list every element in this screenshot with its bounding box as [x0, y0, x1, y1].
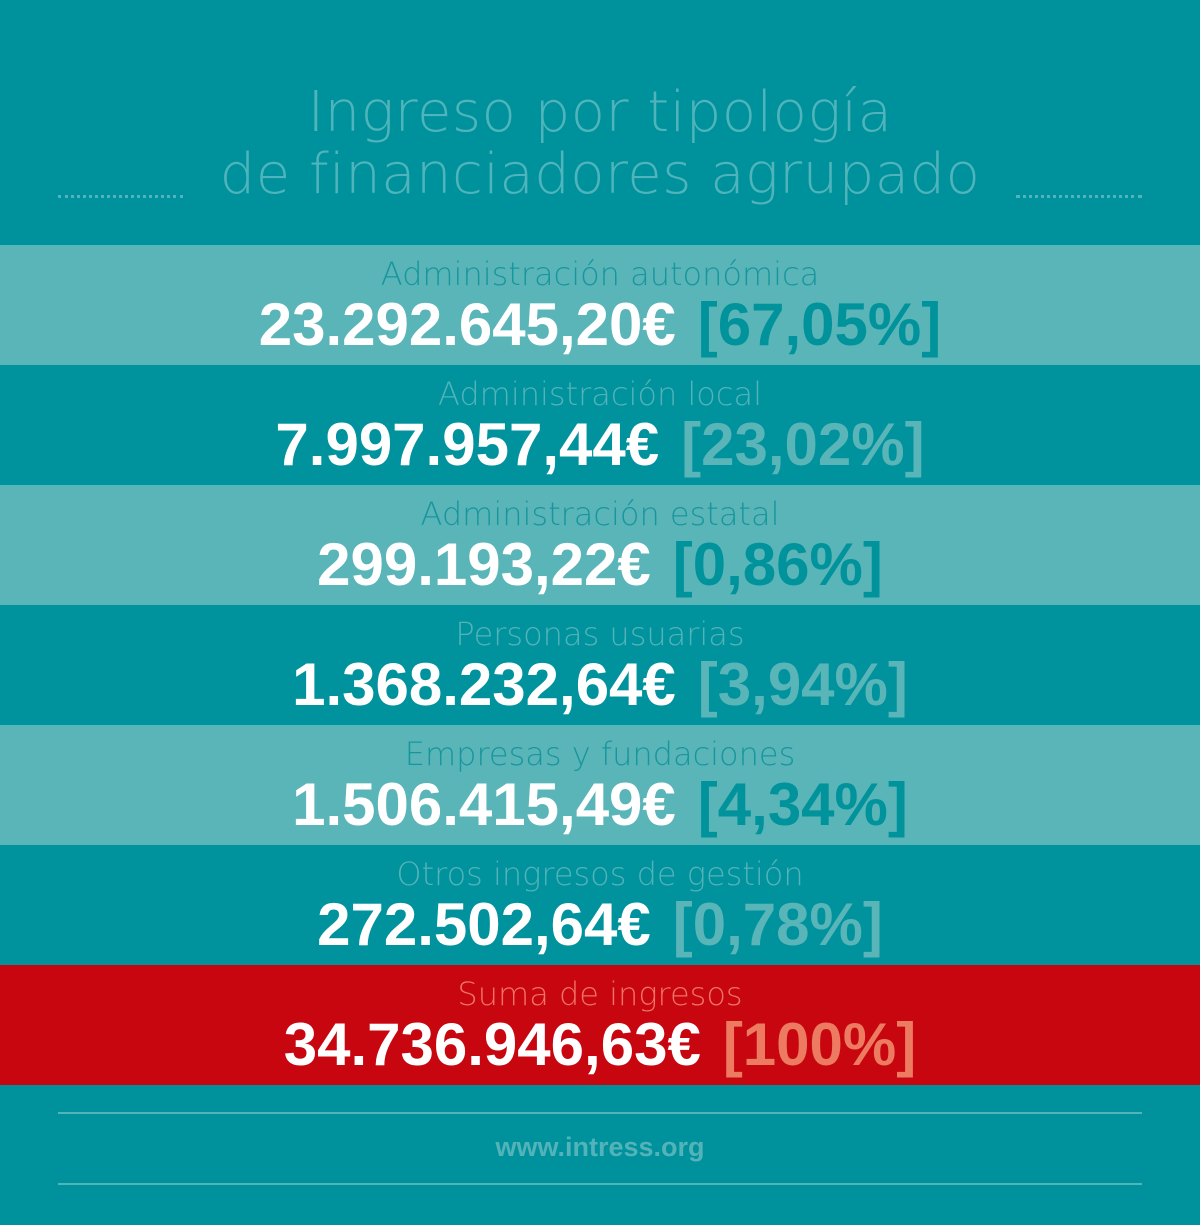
row-label: Administración autonómica [380, 255, 820, 293]
row-total: Suma de ingresos 34.736.946,63€ [100%] [0, 965, 1200, 1085]
row-amount: 1.368.232,64€ [292, 651, 676, 718]
row-values: 299.193,22€ [0,86%] [0, 530, 1200, 599]
row-percent: [23,02%] [681, 411, 925, 478]
row-label: Empresas y fundaciones [404, 735, 796, 773]
title-line-1: Ingreso por tipología [307, 80, 893, 145]
row-administracion-estatal: Administración estatal 299.193,22€ [0,86%… [0, 485, 1200, 605]
row-values: 1.506.415,49€ [4,34%] [0, 770, 1200, 839]
row-percent: [0,78%] [672, 891, 883, 958]
row-label: Personas usuarias [455, 615, 745, 653]
total-values: 34.736.946,63€ [100%] [0, 1010, 1200, 1079]
row-otros-ingresos: Otros ingresos de gestión 272.502,64€ [0,… [0, 845, 1200, 965]
website-link[interactable]: www.intress.org [495, 1132, 705, 1162]
title-dotted-rule-right [1016, 195, 1142, 198]
row-percent: [67,05%] [697, 291, 942, 358]
footer-divider-bottom [58, 1183, 1142, 1185]
row-amount: 1.506.415,49€ [292, 771, 676, 838]
row-amount: 272.502,64€ [317, 891, 651, 958]
income-table: Administración autonómica 23.292.645,20€… [0, 245, 1200, 1085]
total-label: Suma de ingresos [457, 975, 743, 1013]
row-amount: 23.292.645,20€ [258, 291, 676, 358]
row-percent: [4,34%] [697, 771, 908, 838]
total-amount: 34.736.946,63€ [283, 1011, 701, 1078]
row-amount: 299.193,22€ [317, 531, 651, 598]
row-label: Otros ingresos de gestión [396, 855, 804, 893]
row-label: Administración local [438, 375, 762, 413]
footer-divider-top [58, 1112, 1142, 1114]
title-line-2: de financiadores agrupado [219, 142, 981, 207]
title-dotted-rule-left [58, 195, 183, 198]
row-values: 7.997.957,44€ [23,02%] [0, 410, 1200, 479]
row-empresas-y-fundaciones: Empresas y fundaciones 1.506.415,49€ [4,3… [0, 725, 1200, 845]
row-amount: 7.997.957,44€ [275, 411, 660, 478]
row-personas-usuarias: Personas usuarias 1.368.232,64€ [3,94%] [0, 605, 1200, 725]
row-percent: [3,94%] [697, 651, 908, 718]
title-block: Ingreso por tipología de financiadores a… [0, 80, 1200, 210]
row-values: 272.502,64€ [0,78%] [0, 890, 1200, 959]
row-values: 23.292.645,20€ [67,05%] [0, 290, 1200, 359]
total-percent: [100%] [722, 1011, 917, 1078]
row-administracion-local: Administración local 7.997.957,44€ [23,02… [0, 365, 1200, 485]
row-values: 1.368.232,64€ [3,94%] [0, 650, 1200, 719]
row-label: Administración estatal [420, 495, 780, 533]
row-percent: [0,86%] [672, 531, 883, 598]
row-administracion-autonomica: Administración autonómica 23.292.645,20€… [0, 245, 1200, 365]
